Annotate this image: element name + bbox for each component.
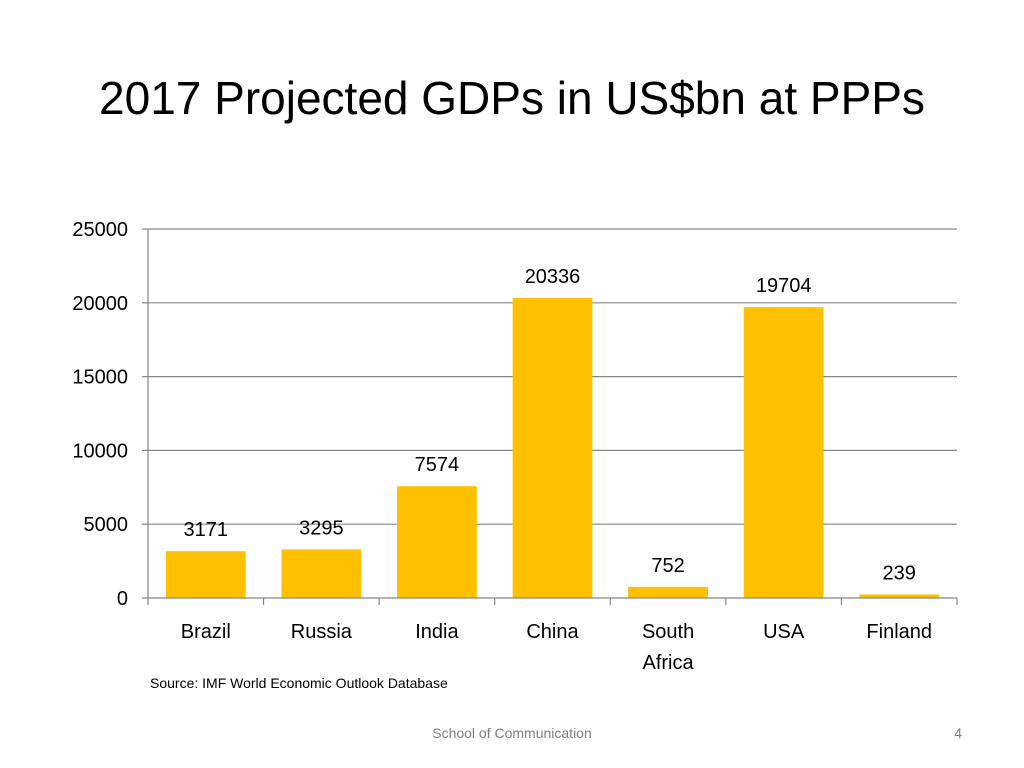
- x-tick-label: China: [526, 621, 579, 643]
- data-label: 3171: [184, 519, 229, 541]
- bar: [628, 586, 708, 598]
- x-tick-label: Russia: [291, 621, 353, 643]
- bar: [165, 551, 246, 598]
- y-tick-label: 5000: [84, 514, 129, 536]
- page-number: 4: [954, 725, 962, 741]
- x-tick-label: Finland: [866, 621, 932, 643]
- bar: [743, 307, 824, 598]
- y-axis-tick-labels: 0 5000 10000 15000 20000 25000: [72, 219, 128, 610]
- x-tick-label: USA: [763, 621, 805, 643]
- data-labels: 3171 3295 7574 20336 752 19704 239: [184, 266, 916, 585]
- y-tick-label: 10000: [72, 440, 128, 462]
- data-label: 7574: [415, 454, 460, 476]
- y-tick-label: 15000: [72, 367, 128, 389]
- y-tick-label: 0: [117, 588, 128, 610]
- x-axis: [147, 229, 958, 605]
- data-label: 3295: [299, 517, 344, 539]
- bar: [397, 486, 477, 598]
- bar: [512, 297, 593, 598]
- x-tick-label: South: [642, 621, 694, 643]
- data-label: 239: [883, 562, 916, 584]
- x-tick-label: India: [415, 621, 459, 643]
- source-note: Source: IMF World Economic Outlook Datab…: [150, 675, 448, 691]
- bars: [165, 297, 940, 598]
- slide-title: 2017 Projected GDPs in US$bn at PPPs: [99, 72, 925, 124]
- bar: [859, 594, 940, 598]
- bar: [281, 549, 362, 598]
- x-tick-label: Brazil: [181, 621, 231, 643]
- x-axis-category-labels: Brazil Russia India China South Africa USA Finl…: [181, 621, 932, 674]
- y-tick-label: 25000: [72, 219, 128, 241]
- y-tick-label: 20000: [72, 293, 128, 315]
- data-label: 19704: [756, 275, 812, 297]
- data-label: 20336: [525, 266, 581, 288]
- data-label: 752: [651, 555, 684, 577]
- x-tick-label: Africa: [643, 652, 695, 674]
- footer-text: School of Communication: [432, 725, 592, 741]
